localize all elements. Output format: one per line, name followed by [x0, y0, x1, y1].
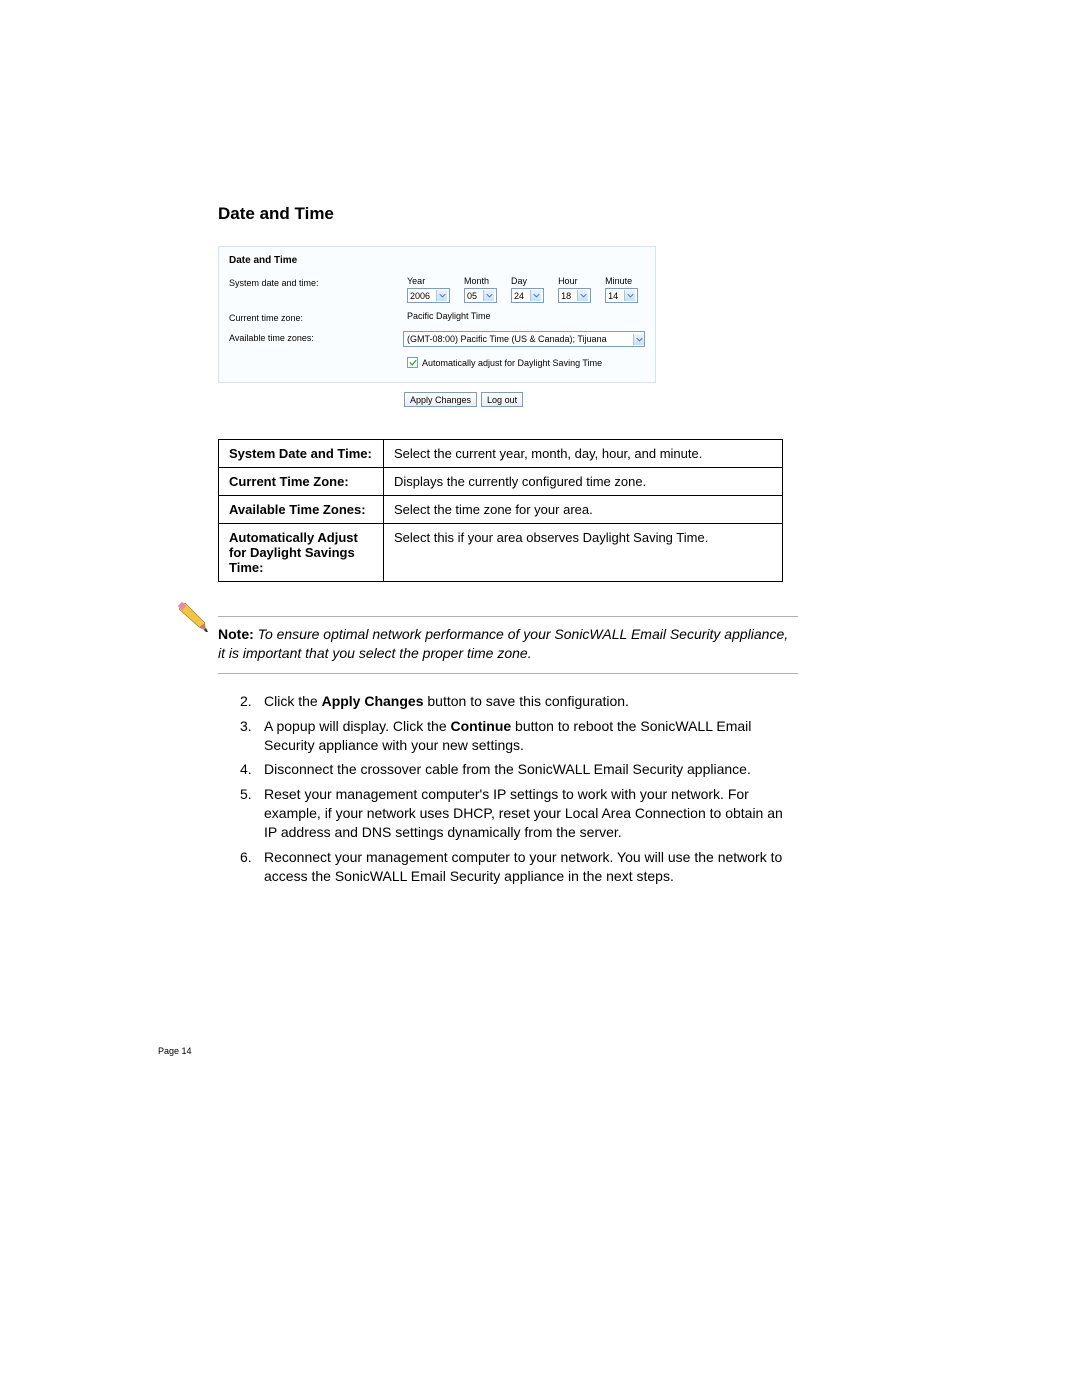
- step-text: A popup will display. Click the: [264, 718, 451, 734]
- month-select[interactable]: 05: [464, 288, 497, 303]
- hour-select[interactable]: 18: [558, 288, 591, 303]
- current-tz-label: Current time zone:: [229, 311, 407, 323]
- step-text: button to save this configuration.: [423, 693, 628, 709]
- settings-description-table: System Date and Time: Select the current…: [218, 439, 783, 582]
- chevron-down-icon: [624, 290, 635, 301]
- system-date-time-label: System date and time:: [229, 276, 407, 303]
- list-item: 4. Disconnect the crossover cable from t…: [240, 760, 798, 779]
- setting-desc: Select this if your area observes Daylig…: [384, 524, 783, 582]
- system-date-time-row: System date and time: Year 2006 Month 05: [229, 276, 645, 303]
- setting-name: System Date and Time:: [219, 440, 384, 468]
- step-number: 6.: [240, 848, 264, 886]
- timezone-select[interactable]: (GMT-08:00) Pacific Time (US & Canada); …: [403, 331, 645, 347]
- logout-button[interactable]: Log out: [481, 392, 523, 407]
- setting-desc: Displays the currently configured time z…: [384, 468, 783, 496]
- step-bold: Apply Changes: [322, 693, 424, 709]
- step-bold: Continue: [451, 718, 512, 734]
- section-title: Date and Time: [218, 204, 798, 224]
- instruction-steps: 2. Click the Apply Changes button to sav…: [218, 692, 798, 886]
- minute-label: Minute: [605, 276, 638, 286]
- minute-value: 14: [608, 291, 622, 301]
- apply-changes-button[interactable]: Apply Changes: [404, 392, 477, 407]
- pencil-icon: [178, 602, 208, 632]
- note-body: To ensure optimal network performance of…: [218, 626, 788, 661]
- date-time-panel: Date and Time System date and time: Year…: [218, 246, 656, 383]
- step-number: 5.: [240, 785, 264, 842]
- minute-select[interactable]: 14: [605, 288, 638, 303]
- list-item: 2. Click the Apply Changes button to sav…: [240, 692, 798, 711]
- hour-label: Hour: [558, 276, 591, 286]
- dst-checkbox[interactable]: [407, 357, 418, 368]
- step-text: Reconnect your management computer to yo…: [264, 849, 782, 884]
- setting-name: Automatically Adjust for Daylight Saving…: [219, 524, 384, 582]
- day-value: 24: [514, 291, 528, 301]
- step-text: Click the: [264, 693, 322, 709]
- chevron-down-icon: [530, 290, 541, 301]
- table-row: System Date and Time: Select the current…: [219, 440, 783, 468]
- month-label: Month: [464, 276, 497, 286]
- setting-desc: Select the time zone for your area.: [384, 496, 783, 524]
- page-number: Page 14: [158, 1046, 192, 1056]
- chevron-down-icon: [633, 334, 644, 345]
- table-row: Automatically Adjust for Daylight Saving…: [219, 524, 783, 582]
- table-row: Available Time Zones: Select the time zo…: [219, 496, 783, 524]
- day-label: Day: [511, 276, 544, 286]
- timezone-value: (GMT-08:00) Pacific Time (US & Canada); …: [404, 334, 631, 344]
- step-text: Disconnect the crossover cable from the …: [264, 761, 751, 777]
- day-select[interactable]: 24: [511, 288, 544, 303]
- year-label: Year: [407, 276, 450, 286]
- step-number: 4.: [240, 760, 264, 779]
- list-item: 5. Reset your management computer's IP s…: [240, 785, 798, 842]
- step-number: 3.: [240, 717, 264, 755]
- setting-name: Available Time Zones:: [219, 496, 384, 524]
- year-select[interactable]: 2006: [407, 288, 450, 303]
- step-number: 2.: [240, 692, 264, 711]
- step-text: Reset your management computer's IP sett…: [264, 786, 783, 840]
- note-block: Note: To ensure optimal network performa…: [218, 616, 798, 674]
- table-row: Current Time Zone: Displays the currentl…: [219, 468, 783, 496]
- dst-checkbox-label: Automatically adjust for Daylight Saving…: [422, 358, 602, 368]
- note-label: Note:: [218, 626, 254, 642]
- list-item: 3. A popup will display. Click the Conti…: [240, 717, 798, 755]
- dst-checkbox-row: Automatically adjust for Daylight Saving…: [407, 357, 645, 368]
- chevron-down-icon: [577, 290, 588, 301]
- current-tz-value: Pacific Daylight Time: [407, 311, 645, 323]
- panel-title: Date and Time: [229, 255, 645, 266]
- list-item: 6. Reconnect your management computer to…: [240, 848, 798, 886]
- setting-desc: Select the current year, month, day, hou…: [384, 440, 783, 468]
- chevron-down-icon: [436, 290, 447, 301]
- available-tz-label: Available time zones:: [229, 331, 403, 347]
- current-tz-row: Current time zone: Pacific Daylight Time: [229, 311, 645, 323]
- chevron-down-icon: [483, 290, 494, 301]
- year-value: 2006: [410, 291, 434, 301]
- available-tz-row: Available time zones: (GMT-08:00) Pacifi…: [229, 331, 645, 347]
- month-value: 05: [467, 291, 481, 301]
- hour-value: 18: [561, 291, 575, 301]
- setting-name: Current Time Zone:: [219, 468, 384, 496]
